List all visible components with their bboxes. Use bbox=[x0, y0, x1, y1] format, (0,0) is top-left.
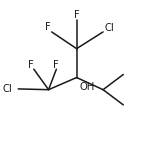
Text: Cl: Cl bbox=[3, 84, 12, 94]
Text: F: F bbox=[74, 10, 79, 20]
Text: Cl: Cl bbox=[104, 23, 114, 33]
Text: OH: OH bbox=[80, 82, 95, 92]
Text: F: F bbox=[28, 60, 34, 70]
Text: F: F bbox=[53, 60, 59, 70]
Text: F: F bbox=[45, 22, 51, 32]
